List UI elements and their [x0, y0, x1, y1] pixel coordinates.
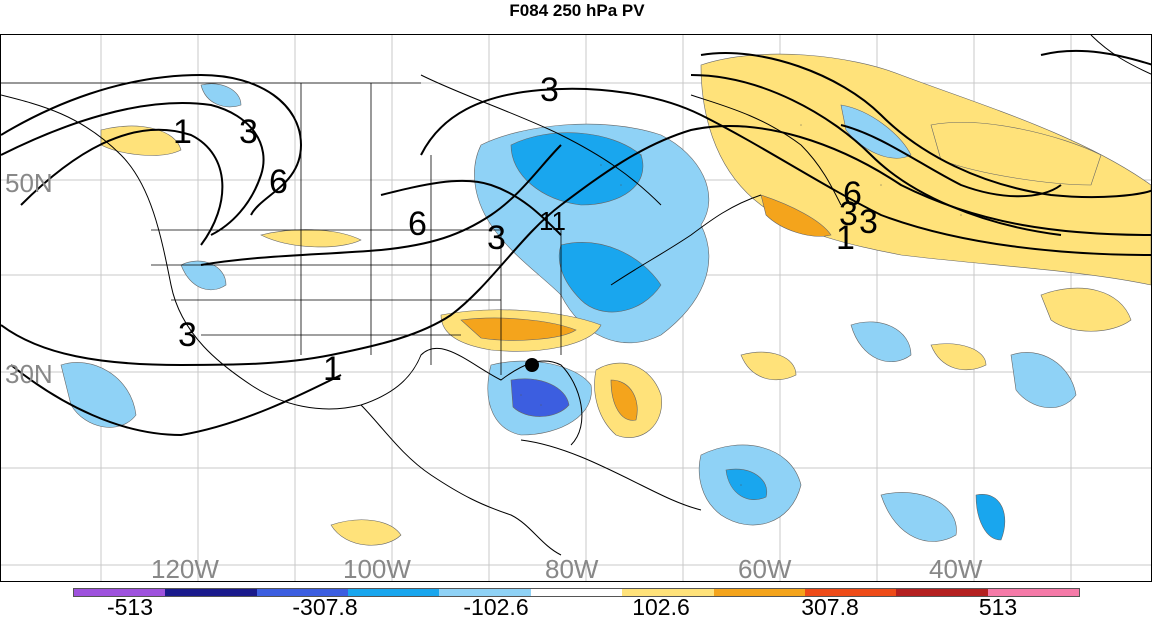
lon-label: 100W — [343, 554, 411, 582]
political-boundaries — [1, 82, 562, 375]
colorbar-swatch — [530, 589, 623, 596]
lon-label: 120W — [151, 554, 219, 582]
lat-label: 30N — [5, 359, 53, 389]
colorbar-label: -307.8 — [292, 594, 358, 620]
colorbar-swatch — [165, 589, 257, 596]
contour-label-group: 1 3 6 3 6 3 3 1 3 6 3 1 11 3 — [173, 71, 878, 388]
contour-label: 1 — [173, 113, 192, 151]
contour-label: 6 — [843, 175, 862, 213]
colorbar-swatch — [622, 589, 714, 596]
map-title: F084 250 hPa PV — [509, 1, 645, 20]
pv-contours — [1, 49, 1151, 437]
colorbar — [73, 588, 1080, 597]
lon-label: 80W — [545, 554, 599, 582]
axis-label-group: 50N 30N 120W 100W 80W 60W 40W — [5, 168, 983, 582]
contour-label: 3 — [178, 316, 197, 354]
lat-label: 50N — [5, 168, 53, 198]
colorbar-swatch — [439, 589, 531, 596]
contour-label: 3 — [540, 71, 559, 109]
colorbar-swatch — [804, 589, 897, 596]
colorbar-label: -102.6 — [463, 594, 529, 620]
map-svg: 1 3 6 3 6 3 3 1 3 6 3 1 11 3 50N 30N 120… — [1, 35, 1151, 582]
contour-label: 11 — [539, 206, 566, 236]
contour-label: 3 — [239, 113, 258, 151]
lon-label: 40W — [929, 554, 983, 582]
colorbar-swatch — [256, 589, 349, 596]
colorbar-label: 102.6 — [632, 594, 690, 620]
colorbar-swatch — [74, 589, 166, 596]
stipple-dots — [520, 124, 962, 486]
contour-label: 3 — [839, 195, 858, 233]
colorbar-swatch — [713, 589, 805, 596]
contour-label: 1 — [836, 219, 855, 257]
colorbar-swatch — [348, 589, 440, 596]
colorbar-label: 513 — [978, 594, 1018, 620]
contour-label: 3 — [859, 203, 878, 241]
contour-label: 1 — [323, 350, 342, 388]
colorbar-swatch — [987, 589, 1079, 596]
weather-map: 1 3 6 3 6 3 3 1 3 6 3 1 11 3 50N 30N 120… — [0, 34, 1152, 582]
colorbar-label: 307.8 — [801, 594, 859, 620]
contour-label: 6 — [408, 205, 427, 243]
storm-center-marker — [525, 358, 539, 372]
colorbar-label: -513 — [106, 594, 154, 620]
colorbar-swatch — [896, 589, 988, 596]
contour-label: 3 — [487, 219, 506, 257]
contour-label: 6 — [269, 163, 288, 201]
lon-label: 60W — [738, 554, 792, 582]
